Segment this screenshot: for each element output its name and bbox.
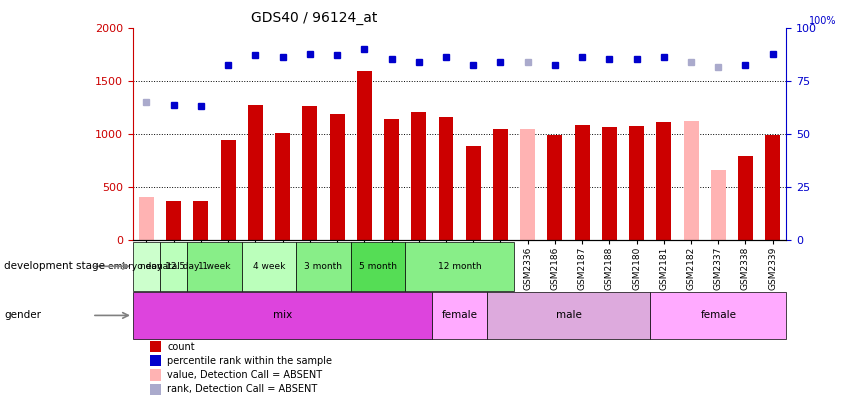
Text: percentile rank within the sample: percentile rank within the sample — [167, 356, 332, 366]
Bar — [602, 127, 616, 240]
Bar — [684, 121, 699, 240]
Text: count: count — [167, 341, 195, 352]
Bar — [160, 242, 188, 291]
Bar — [487, 292, 650, 339]
Bar — [432, 292, 487, 339]
Text: rank, Detection Call = ABSENT: rank, Detection Call = ABSENT — [167, 384, 318, 394]
Bar — [656, 122, 671, 240]
Text: female: female — [701, 310, 736, 320]
Text: 4 week: 4 week — [253, 262, 285, 271]
Bar — [765, 135, 780, 240]
Bar — [405, 242, 514, 291]
Text: gender: gender — [4, 310, 41, 320]
Text: 5 month: 5 month — [359, 262, 397, 271]
Text: GDS40 / 96124_at: GDS40 / 96124_at — [251, 11, 377, 25]
Bar — [574, 125, 590, 240]
Bar — [351, 242, 405, 291]
Bar — [248, 105, 263, 240]
Bar — [493, 129, 508, 240]
Bar — [220, 140, 235, 240]
Bar — [133, 242, 160, 291]
Text: neonatal day 1: neonatal day 1 — [140, 262, 208, 271]
Bar — [438, 117, 453, 240]
Bar — [188, 242, 242, 291]
Bar — [650, 292, 786, 339]
Bar — [139, 197, 154, 240]
Bar — [357, 71, 372, 240]
Bar — [629, 126, 644, 240]
Text: mix: mix — [273, 310, 293, 320]
Bar — [330, 114, 345, 240]
Bar — [167, 202, 181, 240]
Text: male: male — [556, 310, 581, 320]
Bar — [296, 242, 351, 291]
Bar — [384, 119, 399, 240]
Bar — [411, 112, 426, 240]
Text: value, Detection Call = ABSENT: value, Detection Call = ABSENT — [167, 370, 322, 380]
Y-axis label: 100%: 100% — [808, 15, 836, 26]
Bar — [521, 129, 535, 240]
Text: 3 month: 3 month — [304, 262, 342, 271]
Text: development stage: development stage — [4, 261, 105, 271]
Text: 1 week: 1 week — [198, 262, 230, 271]
Bar — [303, 106, 317, 240]
Bar — [547, 135, 563, 240]
Text: embryo day 12.5: embryo day 12.5 — [108, 262, 185, 271]
Bar — [466, 147, 481, 240]
Bar — [275, 133, 290, 240]
Bar — [242, 242, 296, 291]
Bar — [193, 202, 209, 240]
Bar — [133, 292, 432, 339]
Text: 12 month: 12 month — [438, 262, 481, 271]
Bar — [738, 156, 753, 240]
Bar — [711, 169, 726, 240]
Text: female: female — [442, 310, 478, 320]
